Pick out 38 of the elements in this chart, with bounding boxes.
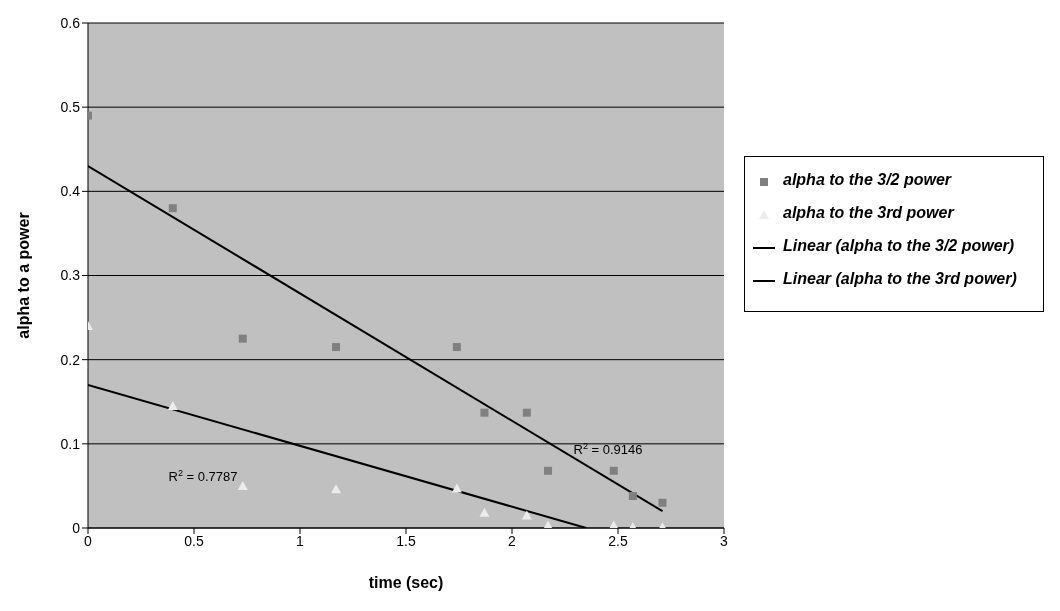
point <box>522 408 531 417</box>
point <box>521 510 532 520</box>
legend-label: alpha to the 3/2 power <box>783 171 952 189</box>
y-tick-label: 0 <box>72 519 81 536</box>
x-tick-label: 3 <box>720 532 729 549</box>
x-tick-label: 2 <box>508 532 517 549</box>
y-tick-label: 0.2 <box>60 351 81 368</box>
point <box>331 484 342 494</box>
x-tick-label: 2.5 <box>608 532 628 549</box>
point <box>609 466 618 475</box>
x-axis-title: time (sec) <box>368 574 444 591</box>
y-tick-label: 0.3 <box>60 267 81 284</box>
point <box>168 204 177 213</box>
y-axis-title: alpha to a power <box>14 212 32 339</box>
y-tick-label: 0.1 <box>60 435 81 452</box>
point <box>167 400 178 410</box>
point <box>451 483 462 493</box>
x-tick-label: 0 <box>84 532 93 549</box>
point <box>237 480 248 490</box>
x-tick-label: 0.5 <box>184 532 204 549</box>
y-tick-label: 0.4 <box>60 183 81 200</box>
point <box>479 507 490 517</box>
annotation: R$^{2}$ = 0.7787 <box>168 468 238 484</box>
x-tick-label: 1 <box>296 532 305 549</box>
y-tick-label: 0.6 <box>60 14 81 31</box>
legend-label: alpha to the 3rd power <box>783 204 954 222</box>
legend-label: Linear (alpha to the 3rd power) <box>783 270 1017 288</box>
point <box>332 343 341 352</box>
legend-label: Linear (alpha to the 3/2 power) <box>783 237 1015 255</box>
point <box>544 466 553 475</box>
point <box>480 408 489 417</box>
y-tick-label: 0.5 <box>60 99 81 116</box>
point <box>628 492 637 501</box>
point <box>238 334 247 343</box>
point <box>658 498 667 507</box>
annotation: R$^{2}$ = 0.9146 <box>573 441 643 457</box>
x-tick-label: 1.5 <box>396 532 416 549</box>
point <box>452 343 461 352</box>
